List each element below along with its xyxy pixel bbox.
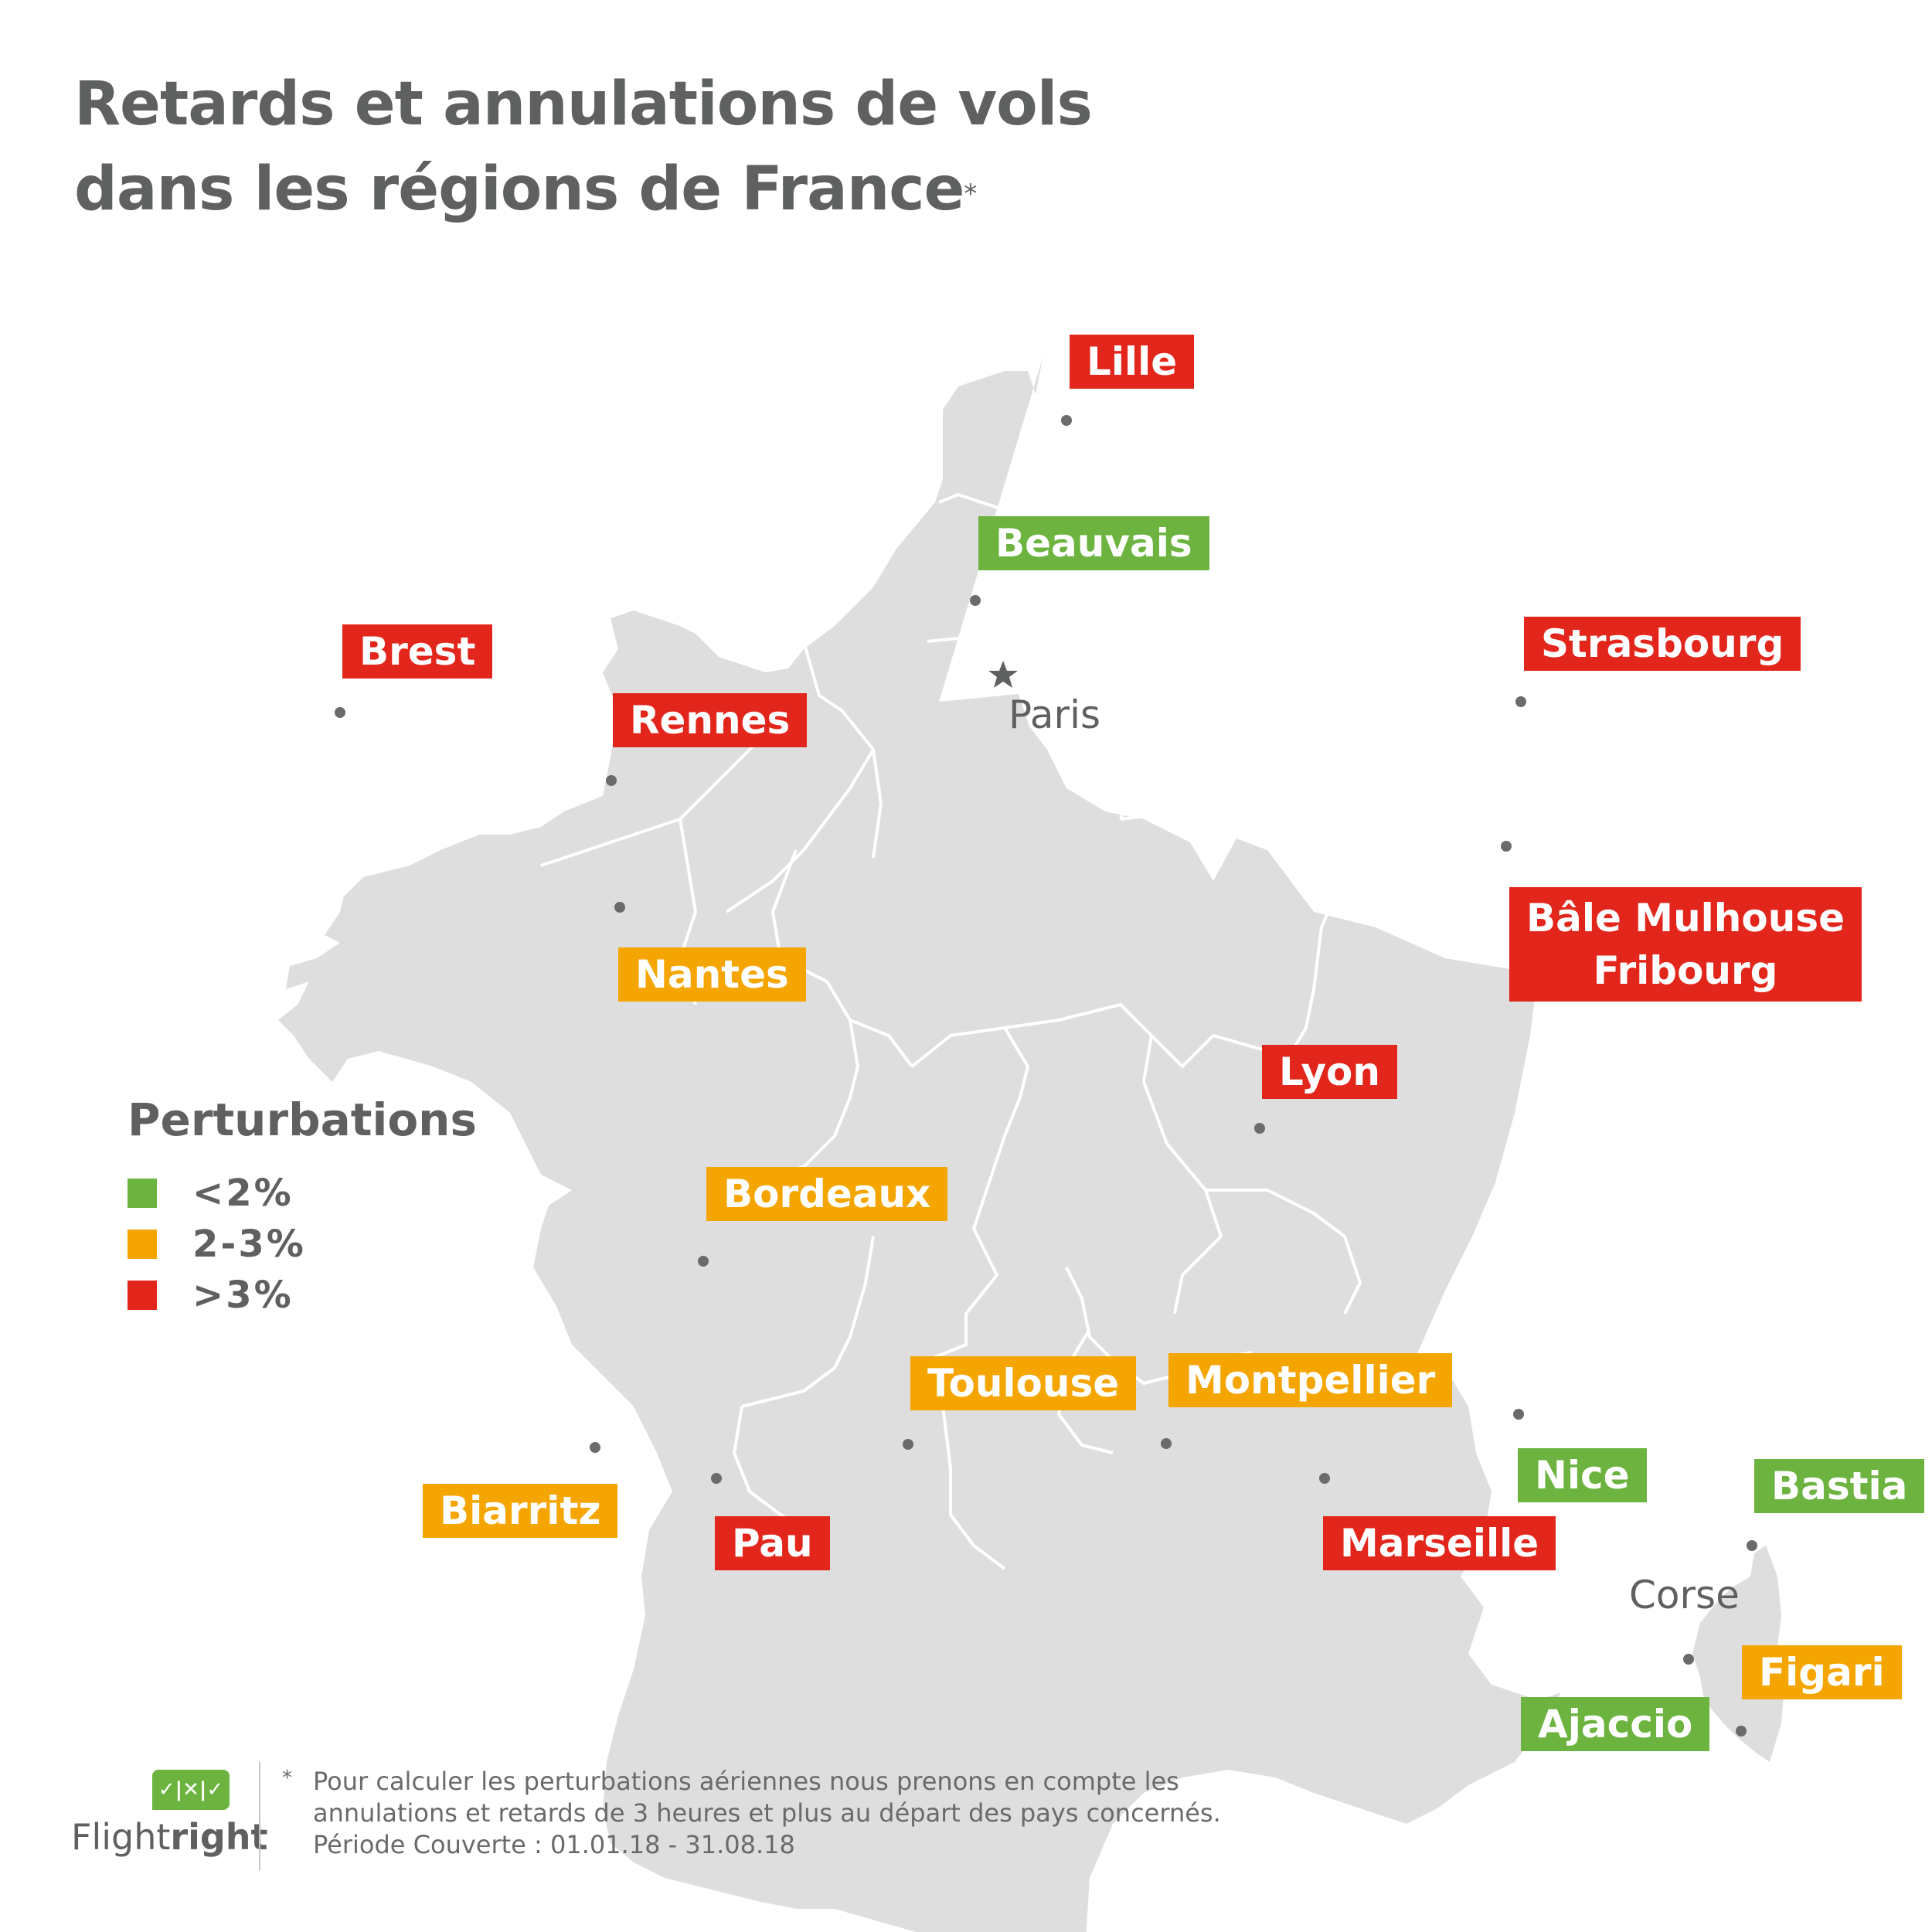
lille-dot	[1061, 415, 1072, 426]
map-title: Retards et annulations de vols dans les …	[74, 62, 1093, 232]
title-line-2-text: dans les régions de France	[74, 155, 964, 224]
toulouse-dot	[903, 1439, 913, 1450]
legend-swatch-medium	[128, 1230, 157, 1259]
bale-mulhouse-dot	[1501, 841, 1512, 852]
biarritz-tag: Biarritz	[423, 1484, 618, 1538]
beauvais-label: Beauvais	[995, 521, 1192, 566]
bastia-dot	[1747, 1540, 1757, 1551]
footnote: * Pour calculer les perturbations aérien…	[282, 1766, 1221, 1861]
marseille-tag: Marseille	[1323, 1516, 1556, 1570]
montpellier-label: Montpellier	[1185, 1358, 1436, 1403]
logo-name-regular: Flight	[71, 1816, 171, 1858]
figari-label: Figari	[1759, 1650, 1885, 1695]
title-line-1: Retards et annulations de vols	[74, 70, 1093, 139]
legend-swatch-high	[128, 1281, 157, 1310]
beauvais-dot	[970, 595, 981, 606]
logo-name-bold: right	[170, 1816, 268, 1858]
legend-title: Perturbations	[128, 1094, 477, 1146]
ajaccio-label: Ajaccio	[1538, 1702, 1693, 1747]
bordeaux-dot	[698, 1256, 709, 1267]
marseille-label: Marseille	[1340, 1521, 1539, 1566]
strasbourg-tag: Strasbourg	[1524, 617, 1801, 671]
corse-label: Corse	[1629, 1573, 1740, 1617]
bastia-label: Bastia	[1771, 1464, 1908, 1509]
footer-divider	[259, 1762, 260, 1870]
nice-label: Nice	[1535, 1453, 1630, 1498]
legend-item-low: <2%	[128, 1168, 477, 1219]
pau-label: Pau	[732, 1521, 813, 1566]
bordeaux-tag: Bordeaux	[706, 1167, 948, 1221]
figari-tag: Figari	[1742, 1645, 1902, 1699]
footnote-text: Pour calculer les perturbations aérienne…	[313, 1766, 1221, 1861]
lyon-dot	[1254, 1123, 1265, 1134]
toulouse-label: Toulouse	[927, 1361, 1120, 1406]
title-footnote-marker: *	[964, 179, 977, 209]
ajaccio-tag: Ajaccio	[1521, 1697, 1710, 1751]
logo-wordmark: Flightright	[71, 1816, 268, 1858]
bale-mulhouse-tag: Bâle Mulhouse Fribourg	[1509, 887, 1862, 1002]
lyon-tag: Lyon	[1262, 1045, 1398, 1099]
bale-mulhouse-label-line-1: Bâle Mulhouse	[1526, 896, 1845, 940]
ajaccio-dot	[1683, 1654, 1694, 1665]
legend-swatch-low	[128, 1179, 157, 1208]
brest-dot	[335, 707, 345, 718]
lille-label: Lille	[1087, 339, 1178, 384]
footnote-line-2: annulations et retards de 3 heures et pl…	[313, 1798, 1221, 1828]
beauvais-tag: Beauvais	[978, 516, 1209, 570]
strasbourg-label: Strasbourg	[1541, 621, 1784, 666]
biarritz-dot	[590, 1442, 600, 1453]
rennes-label: Rennes	[630, 698, 791, 743]
legend-label-medium: 2-3%	[192, 1223, 306, 1266]
bale-mulhouse-label-line-2: Fribourg	[1593, 948, 1778, 993]
legend-label-high: >3%	[192, 1274, 294, 1317]
france-mainland	[278, 355, 1561, 1932]
legend: Perturbations <2% 2-3% >3%	[128, 1094, 477, 1321]
legend-item-high: >3%	[128, 1270, 477, 1321]
biarritz-label: Biarritz	[440, 1488, 601, 1533]
rennes-dot	[606, 775, 617, 786]
rennes-tag: Rennes	[613, 693, 808, 747]
nantes-tag: Nantes	[618, 947, 806, 1002]
paris-star	[988, 661, 1018, 688]
logo-check-badge-icon: ✓|✕|✓	[152, 1770, 230, 1810]
brest-tag: Brest	[342, 624, 493, 679]
title-line-2: dans les régions de France*	[74, 147, 1092, 232]
lille-tag: Lille	[1070, 335, 1195, 389]
brest-label: Brest	[359, 629, 476, 674]
strasbourg-dot	[1515, 696, 1526, 707]
montpellier-tag: Montpellier	[1168, 1353, 1453, 1407]
figari-dot	[1736, 1726, 1747, 1736]
legend-item-medium: 2-3%	[128, 1219, 477, 1270]
pau-tag: Pau	[715, 1516, 830, 1570]
pau-dot	[711, 1473, 722, 1484]
montpellier-dot	[1161, 1438, 1172, 1449]
nantes-dot	[614, 902, 625, 913]
marseille-dot	[1319, 1473, 1330, 1484]
footnote-marker: *	[282, 1767, 292, 1790]
bastia-tag: Bastia	[1754, 1459, 1925, 1513]
footnote-line-3: Période Couverte : 01.01.18 - 31.08.18	[313, 1830, 795, 1859]
bordeaux-label: Bordeaux	[723, 1172, 931, 1216]
paris-label: Paris	[1009, 692, 1101, 737]
nantes-label: Nantes	[635, 952, 789, 997]
corsica	[1692, 1546, 1785, 1762]
lyon-label: Lyon	[1279, 1049, 1381, 1094]
nice-dot	[1513, 1409, 1524, 1420]
legend-label-low: <2%	[192, 1172, 294, 1215]
nice-tag: Nice	[1518, 1448, 1647, 1502]
toulouse-tag: Toulouse	[910, 1356, 1137, 1410]
footnote-line-1: Pour calculer les perturbations aérienne…	[313, 1767, 1179, 1796]
